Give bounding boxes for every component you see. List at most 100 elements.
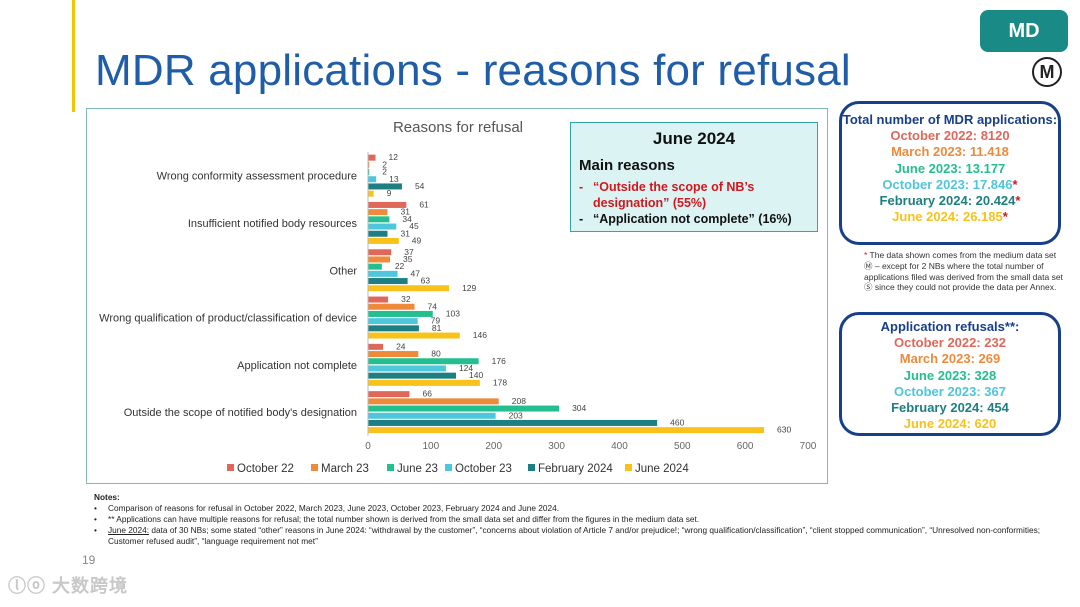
june-box-title: June 2024 xyxy=(652,129,736,148)
note-3-text: data of 30 NBs; some stated “other” reas… xyxy=(108,525,1041,546)
total-applications-value: October 2023: 17.846 xyxy=(882,176,1013,192)
bar xyxy=(368,318,418,325)
legend-swatch xyxy=(528,464,535,471)
category-label: Application not complete xyxy=(237,360,357,372)
bar xyxy=(368,209,388,216)
notes-section: Notes: • Comparison of reasons for refusa… xyxy=(94,492,1064,547)
note-bullet: • xyxy=(94,503,97,513)
application-refusals-list: October 2022: 232 March 2023: 269 June 202… xyxy=(842,335,1058,432)
bar xyxy=(368,365,446,372)
bar xyxy=(368,285,450,292)
x-tick-label: 600 xyxy=(737,441,754,452)
x-tick-label: 0 xyxy=(365,441,371,452)
bar xyxy=(368,263,382,270)
data-label: 178 xyxy=(493,377,507,387)
legend-swatch xyxy=(311,464,318,471)
bar xyxy=(368,391,410,398)
watermark-logo: ⓛⓞ 大数跨境 xyxy=(8,576,129,596)
bar xyxy=(368,325,419,332)
application-refusals-item: October 2023: 367 xyxy=(842,384,1058,400)
reason-dash: - xyxy=(579,180,584,194)
reason-2-text: “Application not complete” (16%) xyxy=(593,212,792,226)
chart-title: Reasons for refusal xyxy=(393,119,523,136)
application-refusals-title: Application refusals**: xyxy=(880,319,1020,334)
bar xyxy=(368,405,560,412)
data-label: 208 xyxy=(512,396,526,406)
legend-label: June 2024 xyxy=(635,463,689,475)
category-label: Wrong conformity assessment procedure xyxy=(157,171,357,183)
data-label: 146 xyxy=(473,330,487,340)
page-title: MDR applications - reasons for refusal xyxy=(95,46,851,95)
medium-dataset-icon: M xyxy=(1032,57,1062,87)
data-label: 80 xyxy=(431,349,441,359)
application-refusals-value: February 2024: 454 xyxy=(891,400,1009,416)
total-applications-item: June 2024: 26.185* xyxy=(842,209,1058,225)
data-label: 61 xyxy=(419,199,429,209)
note-1-text: Comparison of reasons for refusal in Oct… xyxy=(108,503,560,513)
bar xyxy=(368,223,397,230)
data-label: 176 xyxy=(492,356,506,366)
bar xyxy=(368,419,658,426)
application-refusals-item: February 2024: 454 xyxy=(842,400,1058,416)
note-2: • ** Applications can have multiple reaso… xyxy=(94,514,1064,525)
reason-dash: - xyxy=(579,212,584,226)
total-applications-item: March 2023: 11.418 xyxy=(842,144,1058,160)
x-tick-label: 200 xyxy=(485,441,502,452)
data-label: 37 xyxy=(404,247,414,257)
data-label: 140 xyxy=(469,370,483,380)
category-label: Insufficient notified body resources xyxy=(188,218,358,230)
x-tick-label: 700 xyxy=(800,441,817,452)
june-2024-box: June 2024 Main reasons - “Outside the sco… xyxy=(570,122,818,232)
total-applications-item: June 2023: 13.177 xyxy=(842,161,1058,177)
bar xyxy=(368,230,388,237)
bar xyxy=(368,358,479,365)
application-refusals-value: March 2023: 269 xyxy=(899,351,1001,367)
legend-swatch xyxy=(387,464,394,471)
bar xyxy=(368,351,419,358)
data-label: 66 xyxy=(422,389,432,399)
page-number: 19 xyxy=(82,553,96,567)
data-label: 49 xyxy=(412,235,422,245)
note-bullet: • xyxy=(94,514,97,524)
note-3: • June 2024: data of 30 NBs; some stated … xyxy=(94,525,1064,547)
total-applications-star: * xyxy=(1012,176,1018,192)
data-label: 79 xyxy=(431,316,441,326)
data-label: 34 xyxy=(402,214,412,224)
bar xyxy=(368,303,415,310)
total-applications-value: March 2023: 11.418 xyxy=(891,144,1009,160)
bar xyxy=(368,237,399,244)
data-label: 2 xyxy=(382,167,387,177)
bar xyxy=(368,372,456,379)
data-label: 35 xyxy=(403,254,413,264)
note-3-label: June 2024: xyxy=(108,525,150,535)
total-applications-box: Total number of MDR applications: Octobe… xyxy=(839,101,1061,245)
data-label: 129 xyxy=(462,283,476,293)
bar xyxy=(368,427,764,434)
bar-chart: Reasons for refusal Wrong conformity asse… xyxy=(99,119,817,475)
data-label: 203 xyxy=(509,410,523,420)
application-refusals-value: October 2022: 232 xyxy=(893,335,1006,351)
bar xyxy=(368,270,398,277)
category-label: Other xyxy=(329,265,357,277)
bar xyxy=(368,216,390,223)
legend-label: October 23 xyxy=(455,463,512,475)
data-label: 124 xyxy=(459,363,473,373)
note-2-text: ** Applications can have multiple reason… xyxy=(108,514,700,524)
data-label: 12 xyxy=(389,152,399,162)
data-label: 31 xyxy=(400,228,410,238)
data-label: 630 xyxy=(777,425,791,435)
total-applications-value: June 2023: 13.177 xyxy=(894,160,1006,176)
application-refusals-item: October 2022: 232 xyxy=(842,335,1058,351)
category-label: Wrong qualification of product/classific… xyxy=(99,313,357,325)
note-bullet: • xyxy=(94,525,97,535)
data-label: 63 xyxy=(421,276,431,286)
total-applications-title: Total number of MDR applications: xyxy=(842,112,1058,127)
bar xyxy=(368,398,499,405)
data-label: 81 xyxy=(432,323,442,333)
accent-line xyxy=(72,0,75,112)
data-label: 304 xyxy=(572,403,586,413)
application-refusals-value: June 2023: 328 xyxy=(903,367,997,383)
bar xyxy=(368,176,377,183)
data-label: 9 xyxy=(387,188,392,198)
reason-1: - “Outside the scope of NB’s designation”… xyxy=(579,179,809,211)
